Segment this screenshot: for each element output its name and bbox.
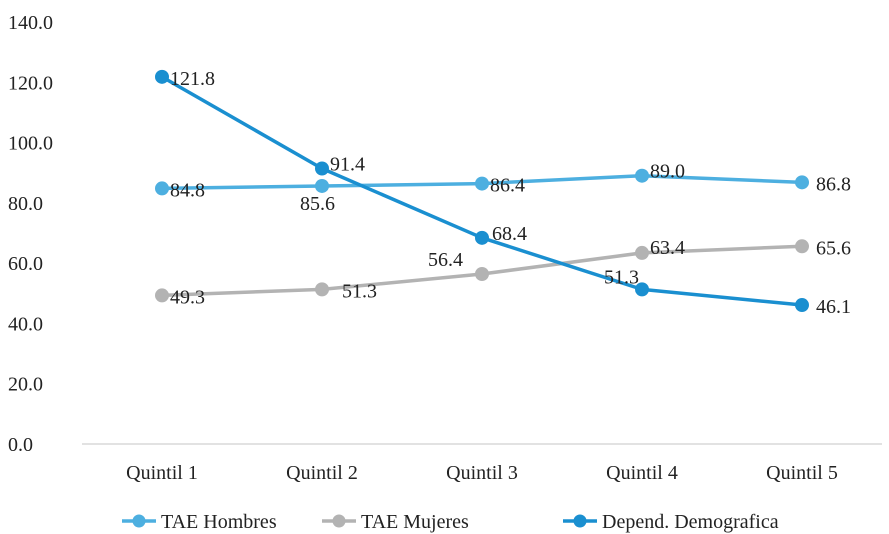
data-label: 89.0	[650, 161, 685, 183]
data-point	[475, 176, 489, 191]
data-point	[315, 282, 329, 297]
data-point	[795, 239, 809, 254]
data-point	[635, 245, 649, 260]
data-point	[795, 298, 809, 313]
data-label: 51.3	[604, 266, 639, 288]
data-point	[635, 168, 649, 183]
data-point	[155, 288, 169, 303]
y-tick-label: 20.0	[8, 374, 43, 396]
legend-label: Depend. Demografica	[602, 511, 779, 533]
data-label: 86.4	[490, 175, 525, 197]
data-point	[475, 230, 489, 245]
data-label: 46.1	[816, 296, 851, 318]
x-axis-categories: Quintil 1 Quintil 2 Quintil 3 Quintil 4 Quin…	[126, 462, 838, 484]
y-tick-label: 80.0	[8, 193, 43, 215]
legend: TAE Hombres TAE Mujeres Depend. Demografic…	[122, 511, 779, 533]
y-tick-label: 0.0	[8, 434, 33, 456]
data-label: 85.6	[300, 193, 335, 215]
legend-marker-icon	[332, 514, 346, 528]
legend-label: TAE Hombres	[161, 511, 277, 533]
data-point	[635, 282, 649, 297]
data-point	[315, 178, 329, 193]
data-point	[475, 266, 489, 281]
legend-marker-icon	[132, 514, 146, 528]
x-category-label: Quintil 3	[446, 462, 518, 484]
x-category-label: Quintil 1	[126, 462, 198, 484]
data-labels: 84.8 85.6 86.4 89.0 86.8 49.3 51.3 56.4 63.4 65.6…	[170, 68, 851, 318]
data-label: 63.4	[650, 237, 685, 259]
data-point	[155, 181, 169, 196]
legend-marker-icon	[573, 514, 587, 528]
x-category-label: Quintil 4	[606, 462, 678, 484]
data-label: 91.4	[330, 153, 365, 175]
data-label: 86.8	[816, 173, 851, 195]
x-category-label: Quintil 5	[766, 462, 838, 484]
data-point	[315, 161, 329, 176]
data-label: 49.3	[170, 286, 205, 308]
data-label: 121.8	[170, 68, 215, 90]
data-label: 84.8	[170, 179, 205, 201]
series-group	[155, 69, 809, 313]
y-tick-label: 40.0	[8, 313, 43, 335]
data-point	[155, 69, 169, 84]
data-label: 68.4	[492, 223, 527, 245]
data-label: 65.6	[816, 237, 851, 259]
y-tick-label: 140.0	[8, 12, 53, 34]
y-axis-ticks: 0.0 20.0 40.0 60.0 80.0 100.0 120.0 140.0	[8, 12, 53, 456]
y-tick-label: 100.0	[8, 133, 53, 155]
data-label: 51.3	[342, 280, 377, 302]
x-category-label: Quintil 2	[286, 462, 358, 484]
y-tick-label: 120.0	[8, 72, 53, 94]
legend-label: TAE Mujeres	[361, 511, 469, 533]
data-label: 56.4	[428, 249, 463, 271]
data-point	[795, 175, 809, 190]
y-tick-label: 60.0	[8, 253, 43, 275]
